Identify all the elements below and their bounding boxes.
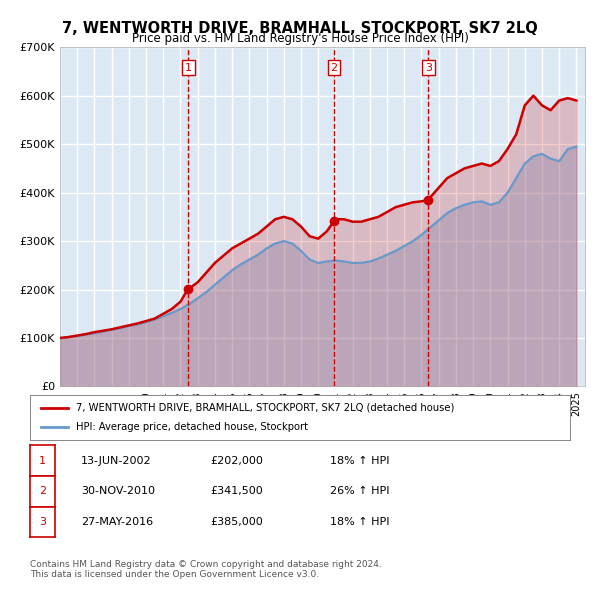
Text: 7, WENTWORTH DRIVE, BRAMHALL, STOCKPORT, SK7 2LQ (detached house): 7, WENTWORTH DRIVE, BRAMHALL, STOCKPORT,… [76, 403, 454, 412]
Text: 1: 1 [185, 63, 192, 73]
Text: £202,000: £202,000 [210, 456, 263, 466]
Text: 27-MAY-2016: 27-MAY-2016 [81, 517, 153, 527]
Text: HPI: Average price, detached house, Stockport: HPI: Average price, detached house, Stoc… [76, 422, 308, 432]
Text: £341,500: £341,500 [210, 487, 263, 496]
Text: 2: 2 [39, 487, 46, 496]
Text: 1: 1 [39, 456, 46, 466]
Text: Price paid vs. HM Land Registry's House Price Index (HPI): Price paid vs. HM Land Registry's House … [131, 32, 469, 45]
Text: 26% ↑ HPI: 26% ↑ HPI [330, 487, 389, 496]
Text: Contains HM Land Registry data © Crown copyright and database right 2024.
This d: Contains HM Land Registry data © Crown c… [30, 560, 382, 579]
Text: 3: 3 [39, 517, 46, 527]
Text: 18% ↑ HPI: 18% ↑ HPI [330, 456, 389, 466]
Text: 18% ↑ HPI: 18% ↑ HPI [330, 517, 389, 527]
Text: 30-NOV-2010: 30-NOV-2010 [81, 487, 155, 496]
Text: 3: 3 [425, 63, 432, 73]
Text: 2: 2 [331, 63, 338, 73]
Text: 13-JUN-2002: 13-JUN-2002 [81, 456, 152, 466]
Text: £385,000: £385,000 [210, 517, 263, 527]
Text: 7, WENTWORTH DRIVE, BRAMHALL, STOCKPORT, SK7 2LQ: 7, WENTWORTH DRIVE, BRAMHALL, STOCKPORT,… [62, 21, 538, 35]
